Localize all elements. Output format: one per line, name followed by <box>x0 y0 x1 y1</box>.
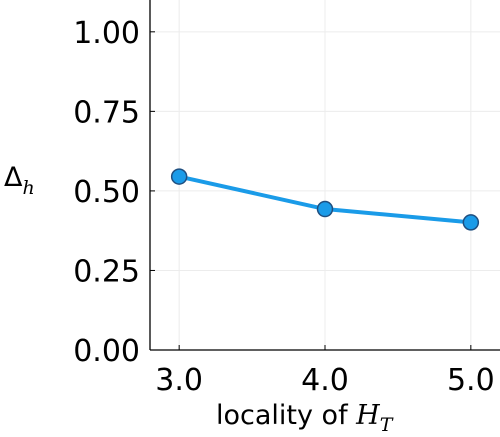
y-axis-label-sub: h <box>22 177 34 199</box>
x-tick-label: 5.0 <box>447 363 495 398</box>
data-point <box>170 168 188 185</box>
y-tick-label: 1.00 <box>73 16 140 51</box>
data-point <box>462 214 480 231</box>
y-tick-label: 0.75 <box>73 95 140 130</box>
x-tick-labels: 3.0 4.0 5.0 <box>155 345 495 398</box>
y-axis-label-var: Δ <box>4 162 23 193</box>
x-axis-label: locality of HT <box>216 400 394 436</box>
y-tick-label: 0.50 <box>73 175 140 210</box>
grid <box>150 0 500 351</box>
x-axis-label-prefix: locality of <box>216 400 356 431</box>
x-axis-label-sub: T <box>380 414 394 436</box>
y-tick-labels: 0.00 0.25 0.50 0.75 1.00 <box>73 16 155 369</box>
x-tick-label: 4.0 <box>301 363 349 398</box>
x-tick-label: 3.0 <box>155 363 203 398</box>
y-tick-label: 0.00 <box>73 334 140 369</box>
series-layer <box>170 168 480 231</box>
y-tick-label: 0.25 <box>73 254 140 289</box>
x-axis-label-var: H <box>355 400 380 431</box>
y-axis-label: Δh <box>4 162 35 199</box>
data-point <box>316 200 334 218</box>
